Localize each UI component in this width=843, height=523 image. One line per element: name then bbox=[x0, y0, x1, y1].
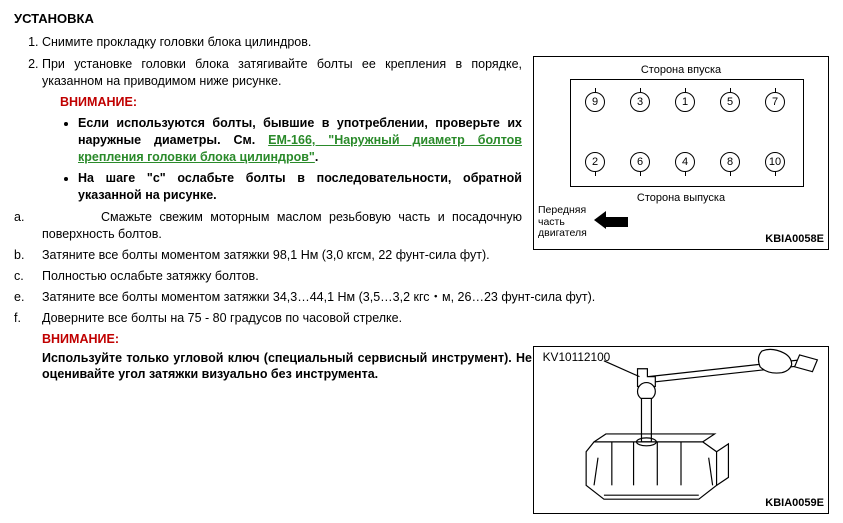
bullet-1-text-b: . bbox=[315, 150, 318, 164]
figure-code-2: KBIA0059E bbox=[765, 496, 824, 511]
step-2-text: При установке головки блока затягивайте … bbox=[42, 56, 522, 90]
warning-paragraph: Используйте только угловой ключ (специал… bbox=[42, 350, 532, 384]
content-column: Снимите прокладку головки блока цилиндро… bbox=[14, 34, 522, 204]
substep-c: c. Полностью ослабьте затяжку болтов. bbox=[14, 268, 829, 285]
substep-e-text: Затяните все болты моментом затяжки 34,3… bbox=[42, 289, 829, 306]
step-2: При установке головки блока затягивайте … bbox=[42, 56, 522, 203]
substep-f-label: f. bbox=[14, 310, 42, 327]
figure-code-1: KBIA0058E bbox=[765, 232, 824, 247]
substep-c-label: c. bbox=[14, 268, 42, 285]
bolt-8: 8 bbox=[720, 152, 740, 172]
bolt-5: 5 bbox=[720, 92, 740, 112]
bullet-1: Если используются болты, бывшие в употре… bbox=[78, 115, 522, 166]
substep-a: a. Смажьте свежим моторным маслом резьбо… bbox=[14, 209, 522, 243]
substep-e: e. Затяните все болты моментом затяжки 3… bbox=[14, 289, 829, 306]
front-label: Передняя часть двигателя bbox=[538, 205, 587, 240]
bolt-3: 3 bbox=[630, 92, 650, 112]
bolt-1: 1 bbox=[675, 92, 695, 112]
substep-a-text: Смажьте свежим моторным маслом резьбовую… bbox=[42, 209, 522, 243]
bullet-2: На шаге "с" ослабьте болты в последовате… bbox=[78, 170, 522, 204]
page-title: УСТАНОВКА bbox=[14, 10, 829, 28]
bolt-10: 10 bbox=[765, 152, 785, 172]
bolt-9: 9 bbox=[585, 92, 605, 112]
intake-label: Сторона впуска bbox=[534, 63, 828, 78]
bolt-2: 2 bbox=[585, 152, 605, 172]
substep-f-text: Доверните все болты на 75 - 80 градусов … bbox=[42, 310, 829, 327]
substep-a-label: a. bbox=[14, 209, 42, 243]
front-arrow-icon bbox=[594, 215, 628, 232]
tool-number: KV10112100 bbox=[543, 350, 611, 364]
substep-f: f. Доверните все болты на 75 - 80 градус… bbox=[14, 310, 829, 327]
step-1: Снимите прокладку головки блока цилиндро… bbox=[42, 34, 522, 51]
substep-b-label: b. bbox=[14, 247, 42, 264]
warning-label-1: ВНИМАНИЕ: bbox=[60, 94, 522, 111]
substep-c-text: Полностью ослабьте затяжку болтов. bbox=[42, 268, 829, 285]
bolt-6: 6 bbox=[630, 152, 650, 172]
bolt-4: 4 bbox=[675, 152, 695, 172]
figure-bolt-sequence: Сторона впуска 93157264810 Сторона выпус… bbox=[533, 56, 829, 250]
bolt-7: 7 bbox=[765, 92, 785, 112]
figure-angle-wrench: KV10112100 KBIA0059E bbox=[533, 346, 829, 514]
warning-bullets: Если используются болты, бывшие в употре… bbox=[42, 115, 522, 203]
head-outline: 9 3 1 5 7 2 6 4 8 10 bbox=[570, 79, 804, 187]
engine-illustration: KV10112100 bbox=[534, 347, 828, 513]
substep-e-label: e. bbox=[14, 289, 42, 306]
step-list: Снимите прокладку головки блока цилиндро… bbox=[14, 34, 522, 204]
